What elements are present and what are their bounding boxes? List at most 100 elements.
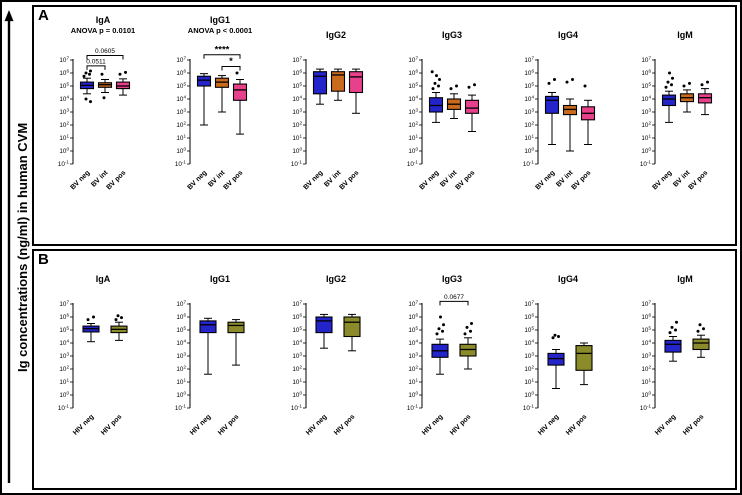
outlier-dot: [120, 316, 124, 320]
y-tick-label: 10-1: [523, 403, 535, 412]
panel-b-charts: IgA 107 106 105 104 103 102 101 100 10-1 HIV neg HI…: [34, 251, 735, 461]
y-tick-label: 105: [641, 81, 651, 90]
y-tick-label: 100: [292, 390, 302, 399]
box: [343, 316, 361, 338]
box: [692, 338, 710, 351]
y-tick-label: 105: [176, 81, 186, 90]
y-tick-label: 103: [60, 107, 70, 116]
y-tick-label: 107: [409, 299, 419, 308]
sig-bracket: [86, 65, 106, 70]
y-tick-label: 106: [176, 68, 186, 77]
y-tick-label: 103: [525, 107, 535, 116]
y-tick-label: 106: [176, 312, 186, 321]
x-tick-label: BV neg: [302, 169, 324, 191]
outlier-dot: [470, 322, 474, 325]
x-tick-label: HIV pos: [333, 413, 356, 436]
y-tick-label: 107: [176, 299, 186, 308]
y-tick-label: 106: [60, 312, 70, 321]
outlier-dot: [469, 329, 473, 333]
chart-title: IgG2: [326, 30, 346, 40]
outlier-dot: [700, 83, 704, 87]
y-tick-label: 102: [409, 120, 419, 129]
outlier-dot: [696, 329, 700, 333]
y-tick-label: 106: [60, 68, 70, 77]
boxplot-svg: IgM 107 106 105 104 103 102 101 100 10-1BV neg BV …: [640, 30, 712, 191]
chart-title: IgG4: [558, 274, 578, 284]
sig-label: 0.0605: [95, 48, 115, 55]
y-tick-label: 103: [176, 351, 186, 360]
y-tick-label: 100: [60, 146, 70, 155]
box: [227, 321, 245, 334]
y-tick-label: 105: [292, 81, 302, 90]
y-tick-label: 101: [292, 377, 302, 386]
outlier-dot: [431, 87, 435, 91]
y-tick-label: 102: [292, 364, 302, 373]
box-group: [547, 333, 565, 389]
y-tick-label: 100: [60, 390, 70, 399]
subplot-b-igm: IgM 107 106 105 104 103 102 101 100 10-1 HIV neg HI…: [619, 256, 732, 461]
subplot-b-igg1: IgG1 107 106 105 104 103 102 101 100 10-1 HIV neg H…: [154, 256, 267, 461]
subplot-b-igg3: IgG3 107 106 105 104 103 102 101 100 10-1 0.0677 HI…: [386, 256, 499, 461]
box: [196, 75, 211, 87]
y-tick-label: 10-1: [291, 159, 303, 168]
x-tick-label: BV pos: [222, 169, 244, 191]
outlier-dot: [439, 315, 443, 319]
box: [664, 339, 682, 353]
y-tick-label: 10-1: [291, 403, 303, 412]
panel-a-label: A: [38, 7, 49, 24]
sig-label: 0.0677: [444, 294, 464, 301]
x-tick-label: HIV pos: [217, 413, 240, 436]
outlier-dot: [455, 84, 459, 88]
y-tick-label: 107: [525, 55, 535, 64]
subplot-a-iga: IgA ANOVA p = 0.0101 107 106 105 104 103 102 101…: [37, 12, 150, 217]
y-axis-label: Ig concentrations (ng/ml) in human CVM: [15, 122, 30, 373]
box: [232, 83, 247, 101]
y-tick-label: 100: [176, 146, 186, 155]
y-tick-label: 104: [60, 338, 70, 347]
box: [330, 71, 345, 92]
y-tick-label: 105: [60, 325, 70, 334]
y-tick-label: 100: [176, 390, 186, 399]
panel-b-label: B: [38, 251, 49, 268]
outlier-dot: [235, 71, 239, 75]
y-tick-label: 102: [60, 364, 70, 373]
x-tick-label: HIV neg: [189, 413, 212, 436]
box: [199, 320, 217, 334]
x-tick-label: BV pos: [338, 169, 360, 191]
outlier-dot: [667, 71, 671, 75]
outlier-dot: [473, 83, 477, 87]
x-tick-label: BV neg: [419, 169, 441, 191]
y-tick-label: 10-1: [407, 159, 419, 168]
boxplot-svg: IgG2 107 106 105 104 103 102 101 100 10-1BV neg BV…: [291, 30, 363, 191]
y-tick-label: 102: [641, 364, 651, 373]
y-tick-label: 101: [60, 377, 70, 386]
outlier-dot: [701, 327, 705, 331]
chart-title: IgA: [96, 274, 111, 284]
sig-bracket: [86, 54, 124, 60]
outlier-dot: [82, 74, 86, 78]
y-tick-label: 104: [292, 94, 302, 103]
panel-a: A IgA ANOVA p = 0.0101 107 106 105 104 103 102 1…: [32, 5, 737, 246]
y-tick-label: 106: [525, 68, 535, 77]
y-tick-label: 10-1: [640, 403, 652, 412]
x-tick-label: BV pos: [455, 169, 477, 191]
boxplot-svg: IgG4 107 106 105 104 103 102 101 100 10-1BV neg BV…: [523, 30, 596, 191]
outlier-dot: [666, 80, 670, 84]
outlier-dot: [673, 328, 677, 332]
panel-b: B IgA 107 106 105 104 103 102 101 100 10-1 HIV neg…: [32, 249, 737, 490]
box-group: [697, 80, 712, 116]
box: [315, 316, 333, 334]
y-tick-label: 105: [641, 325, 651, 334]
x-tick-label: BV neg: [651, 169, 673, 191]
sig-bracket: [221, 66, 241, 71]
outlier-dot: [571, 78, 575, 81]
y-tick-label: 104: [60, 94, 70, 103]
x-tick-label: BV pos: [687, 169, 709, 191]
box-group: [330, 68, 345, 101]
x-tick-label: HIV neg: [72, 413, 95, 436]
y-tick-label: 103: [641, 107, 651, 116]
outlier-dot: [583, 84, 587, 88]
box-group: [692, 323, 710, 358]
